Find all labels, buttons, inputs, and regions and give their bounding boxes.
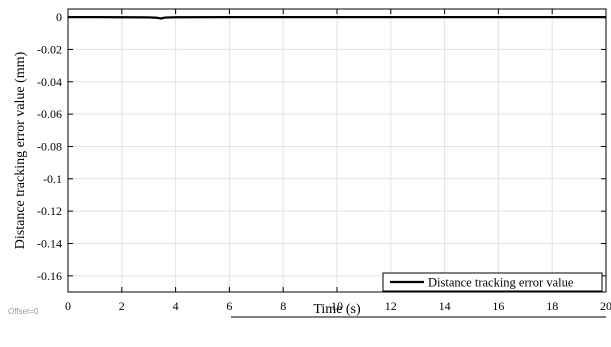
x-tick-labels: 0 2 4 6 8 10 12 14 16 18 20 — [65, 299, 611, 313]
x-tick-label: 20 — [600, 299, 611, 313]
series-layer — [68, 15, 606, 20]
y-tick-labels: 0 -0.02 -0.04 -0.06 -0.08 -0.1 -0.12 -0.14 -0.16 — [37, 10, 62, 283]
x-tick-label: 0 — [65, 299, 71, 313]
y-tick-label: -0.02 — [37, 42, 62, 56]
x-tick-label: 12 — [385, 299, 397, 313]
plot-frame — [67, 8, 607, 293]
y-tick-label: -0.06 — [37, 107, 62, 121]
legend-box — [382, 272, 603, 292]
y-tick-label: -0.12 — [37, 204, 62, 218]
x-tick-label: 8 — [280, 299, 286, 313]
legend: Distance tracking error value — [382, 272, 603, 292]
grid-lines — [67, 9, 607, 292]
y-axis-label: Distance tracking error value (mm) — [13, 51, 28, 249]
y-tick-label: -0.1 — [43, 172, 62, 186]
y-tick-label: -0.08 — [37, 139, 62, 153]
x-tick-label: 4 — [173, 299, 179, 313]
y-tick-label: -0.04 — [37, 75, 62, 89]
x-tick-label: 18 — [546, 299, 558, 313]
y-tick-label: -0.14 — [37, 236, 62, 250]
y-tick-label: -0.16 — [37, 269, 62, 283]
x-tick-label: 14 — [439, 299, 451, 313]
series-line — [68, 15, 606, 20]
offset-text: Offset=0 — [8, 307, 39, 316]
x-axis-label: Time (s) — [313, 302, 361, 317]
x-tick-label: 16 — [492, 299, 504, 313]
x-tick-label: 10 — [331, 299, 343, 313]
x-tick-label: 6 — [226, 299, 232, 313]
x-tick-label: 2 — [119, 299, 125, 313]
legend-entry-label: Distance tracking error value — [428, 276, 574, 290]
y-tick-label: 0 — [56, 10, 62, 24]
